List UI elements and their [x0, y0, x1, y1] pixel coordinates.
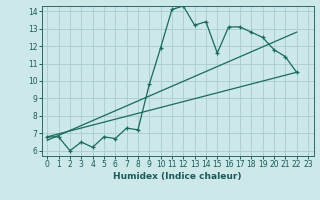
X-axis label: Humidex (Indice chaleur): Humidex (Indice chaleur) [113, 172, 242, 181]
